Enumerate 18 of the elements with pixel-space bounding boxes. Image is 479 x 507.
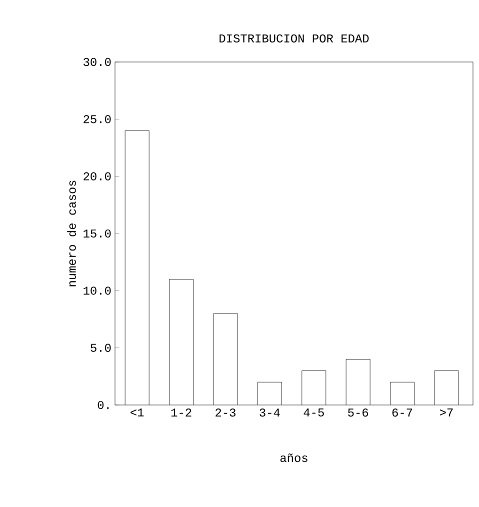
y-tick-label: 0. — [98, 400, 109, 410]
x-tick-label: >7 — [440, 408, 453, 416]
y-tick-label: 20.0 — [84, 172, 111, 180]
x-axis-title: años — [280, 453, 308, 462]
x-tick-label: 3-4 — [260, 408, 280, 417]
x-tick-label: 1-2 — [171, 408, 192, 417]
x-tick-label: <1 — [130, 408, 144, 416]
x-tick-label: 2-3 — [216, 408, 236, 417]
x-tick-label: 5-6 — [348, 408, 368, 417]
chart-title: DISTRIBUCION POR EDAD — [220, 34, 369, 42]
y-tick-label: 15.0 — [84, 229, 111, 238]
x-tick-label: 6-7 — [392, 408, 412, 417]
y-tick-label: 10.0 — [84, 286, 111, 295]
y-tick-label: 5.0 — [90, 344, 111, 352]
x-tick-label: 4-5 — [304, 408, 324, 417]
y-tick-label: 25.0 — [84, 115, 111, 124]
y-axis-title: numero de casos — [67, 180, 76, 286]
y-tick-label: 30.0 — [84, 58, 111, 66]
